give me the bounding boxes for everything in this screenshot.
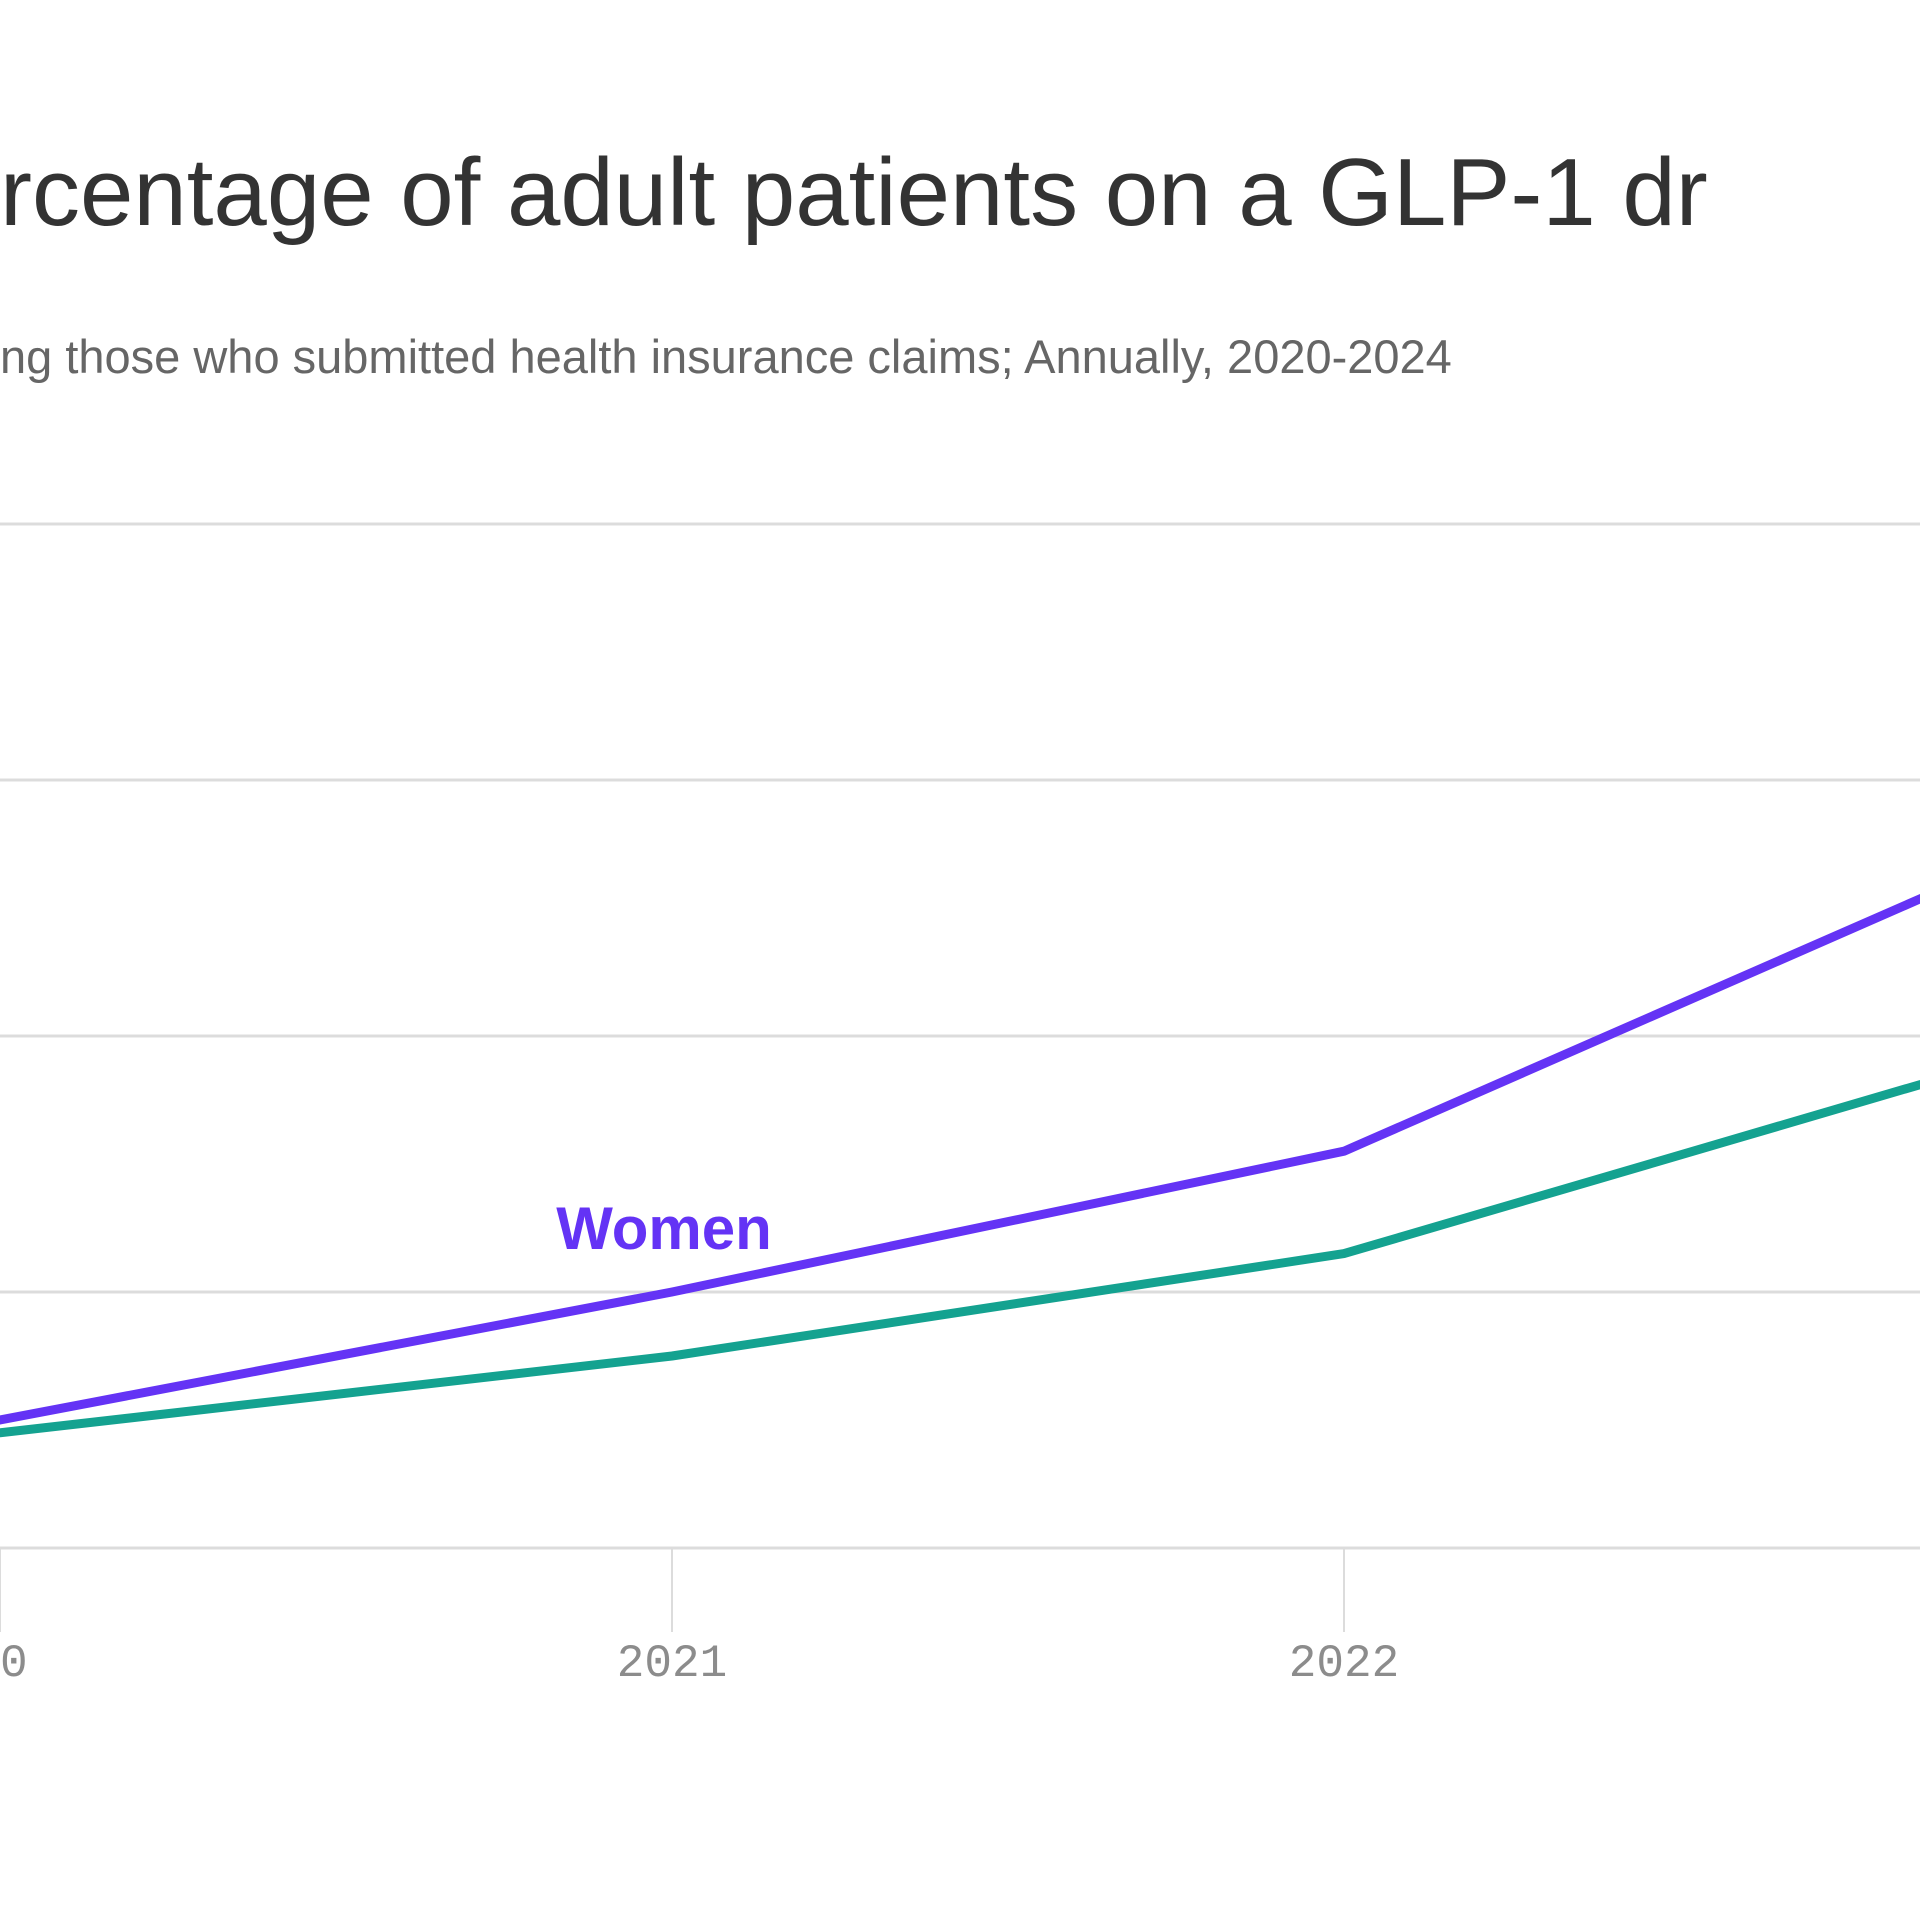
series-line-women: [0, 893, 1920, 1425]
x-tick-label: 20: [0, 1638, 28, 1690]
chart-subtitle: ng those who submitted health insurance …: [0, 330, 1452, 383]
x-tick-label: 2022: [1289, 1638, 1399, 1690]
x-tick-label: 2021: [617, 1638, 727, 1690]
series-line-unlabeled: [0, 1079, 1920, 1438]
chart-title: rcentage of adult patients on a GLP-1 dr: [0, 139, 1708, 246]
series-label-women: Women: [556, 1195, 772, 1262]
